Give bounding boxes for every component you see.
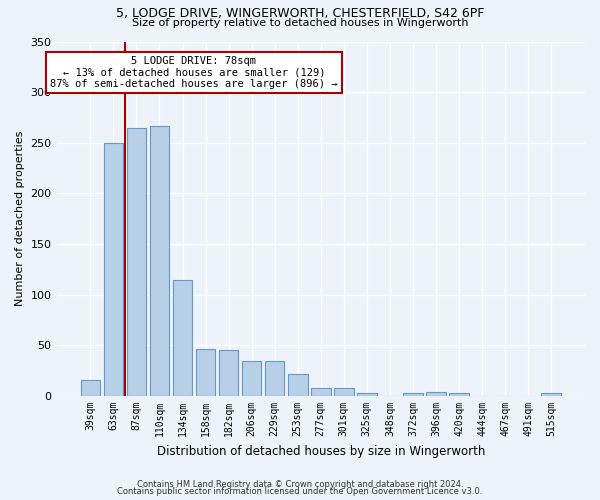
Bar bbox=[288, 374, 308, 396]
Bar bbox=[311, 388, 331, 396]
Bar bbox=[265, 360, 284, 396]
Text: Contains public sector information licensed under the Open Government Licence v3: Contains public sector information licen… bbox=[118, 488, 482, 496]
Bar bbox=[219, 350, 238, 396]
Bar bbox=[127, 128, 146, 396]
Bar bbox=[449, 393, 469, 396]
Bar bbox=[403, 393, 423, 396]
Text: Contains HM Land Registry data © Crown copyright and database right 2024.: Contains HM Land Registry data © Crown c… bbox=[137, 480, 463, 489]
Text: 5 LODGE DRIVE: 78sqm
← 13% of detached houses are smaller (129)
87% of semi-deta: 5 LODGE DRIVE: 78sqm ← 13% of detached h… bbox=[50, 56, 338, 89]
Bar bbox=[196, 350, 215, 396]
Bar bbox=[334, 388, 353, 396]
Bar bbox=[173, 280, 193, 396]
X-axis label: Distribution of detached houses by size in Wingerworth: Distribution of detached houses by size … bbox=[157, 444, 485, 458]
Bar bbox=[149, 126, 169, 396]
Bar bbox=[104, 143, 123, 396]
Bar bbox=[242, 360, 262, 396]
Bar bbox=[426, 392, 446, 396]
Text: Size of property relative to detached houses in Wingerworth: Size of property relative to detached ho… bbox=[132, 18, 468, 28]
Bar bbox=[357, 393, 377, 396]
Y-axis label: Number of detached properties: Number of detached properties bbox=[15, 131, 25, 306]
Bar bbox=[541, 393, 561, 396]
Bar bbox=[80, 380, 100, 396]
Text: 5, LODGE DRIVE, WINGERWORTH, CHESTERFIELD, S42 6PF: 5, LODGE DRIVE, WINGERWORTH, CHESTERFIEL… bbox=[116, 8, 484, 20]
